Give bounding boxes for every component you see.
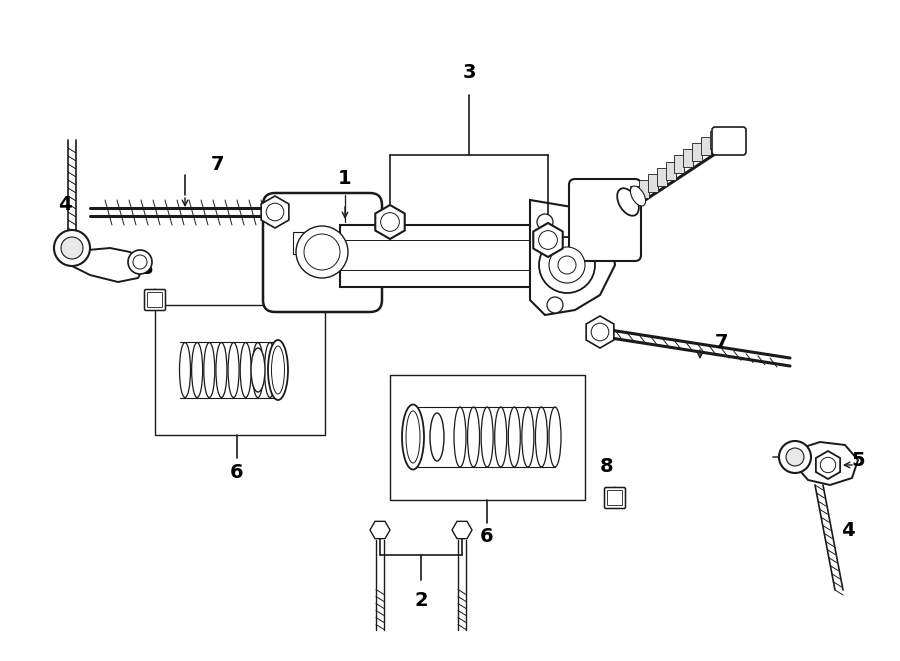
Circle shape bbox=[381, 213, 400, 231]
Text: 8: 8 bbox=[600, 457, 614, 475]
Circle shape bbox=[549, 247, 585, 283]
FancyBboxPatch shape bbox=[148, 293, 163, 307]
Polygon shape bbox=[795, 442, 858, 485]
Circle shape bbox=[539, 237, 595, 293]
FancyBboxPatch shape bbox=[263, 193, 382, 312]
Bar bbox=[674, 155, 684, 173]
Polygon shape bbox=[452, 522, 472, 539]
Ellipse shape bbox=[549, 407, 561, 467]
Bar bbox=[648, 174, 658, 192]
Bar bbox=[340, 225, 535, 287]
Circle shape bbox=[547, 297, 563, 313]
Bar bbox=[315, 232, 333, 254]
Bar bbox=[710, 131, 720, 149]
Ellipse shape bbox=[522, 407, 534, 467]
Polygon shape bbox=[261, 196, 289, 228]
Ellipse shape bbox=[468, 407, 480, 467]
Circle shape bbox=[558, 256, 576, 274]
Ellipse shape bbox=[508, 407, 520, 467]
Ellipse shape bbox=[216, 342, 227, 397]
Polygon shape bbox=[586, 316, 614, 348]
Circle shape bbox=[61, 237, 83, 259]
Text: 4: 4 bbox=[58, 196, 72, 215]
Polygon shape bbox=[390, 375, 585, 500]
Text: 6: 6 bbox=[481, 527, 494, 547]
Polygon shape bbox=[155, 305, 325, 435]
Ellipse shape bbox=[251, 348, 265, 392]
Bar bbox=[630, 186, 640, 204]
Circle shape bbox=[786, 448, 804, 466]
Ellipse shape bbox=[228, 342, 239, 397]
Circle shape bbox=[779, 441, 811, 473]
Circle shape bbox=[591, 323, 608, 341]
Ellipse shape bbox=[482, 407, 493, 467]
Ellipse shape bbox=[272, 346, 284, 394]
Circle shape bbox=[128, 250, 152, 274]
Ellipse shape bbox=[240, 342, 251, 397]
Text: 6: 6 bbox=[230, 463, 244, 481]
Text: 7: 7 bbox=[716, 334, 729, 352]
Ellipse shape bbox=[406, 411, 420, 463]
Circle shape bbox=[54, 230, 90, 266]
Polygon shape bbox=[370, 522, 390, 539]
Circle shape bbox=[296, 226, 348, 278]
Polygon shape bbox=[375, 205, 405, 239]
Ellipse shape bbox=[179, 342, 191, 397]
Circle shape bbox=[266, 203, 284, 221]
Ellipse shape bbox=[617, 188, 639, 215]
Text: 5: 5 bbox=[851, 451, 865, 469]
Bar bbox=[293, 232, 311, 254]
Text: 8: 8 bbox=[140, 258, 154, 278]
Ellipse shape bbox=[536, 407, 547, 467]
Ellipse shape bbox=[252, 342, 264, 397]
Text: 2: 2 bbox=[414, 590, 427, 609]
Polygon shape bbox=[534, 223, 562, 257]
Circle shape bbox=[538, 231, 557, 249]
Polygon shape bbox=[530, 200, 615, 315]
Circle shape bbox=[820, 457, 836, 473]
Polygon shape bbox=[816, 451, 840, 479]
Bar bbox=[666, 161, 676, 180]
Polygon shape bbox=[72, 248, 145, 282]
Bar bbox=[701, 137, 711, 155]
Polygon shape bbox=[295, 215, 345, 295]
Text: 3: 3 bbox=[463, 63, 476, 83]
Ellipse shape bbox=[268, 340, 288, 400]
Ellipse shape bbox=[430, 413, 444, 461]
Bar bbox=[657, 168, 667, 186]
FancyBboxPatch shape bbox=[569, 179, 641, 261]
Ellipse shape bbox=[265, 342, 275, 397]
Text: 1: 1 bbox=[338, 169, 352, 188]
Ellipse shape bbox=[454, 407, 466, 467]
Ellipse shape bbox=[203, 342, 215, 397]
Circle shape bbox=[537, 214, 553, 230]
Circle shape bbox=[304, 234, 340, 270]
Text: 7: 7 bbox=[212, 155, 225, 175]
Ellipse shape bbox=[630, 186, 645, 206]
Bar bbox=[692, 143, 702, 161]
FancyBboxPatch shape bbox=[145, 290, 166, 311]
Circle shape bbox=[133, 255, 147, 269]
Bar bbox=[683, 149, 693, 167]
Text: 4: 4 bbox=[842, 520, 855, 539]
Bar bbox=[639, 180, 649, 198]
FancyBboxPatch shape bbox=[608, 490, 623, 506]
Ellipse shape bbox=[192, 342, 202, 397]
FancyBboxPatch shape bbox=[712, 127, 746, 155]
FancyBboxPatch shape bbox=[605, 488, 626, 508]
Ellipse shape bbox=[402, 405, 424, 469]
Ellipse shape bbox=[495, 407, 507, 467]
